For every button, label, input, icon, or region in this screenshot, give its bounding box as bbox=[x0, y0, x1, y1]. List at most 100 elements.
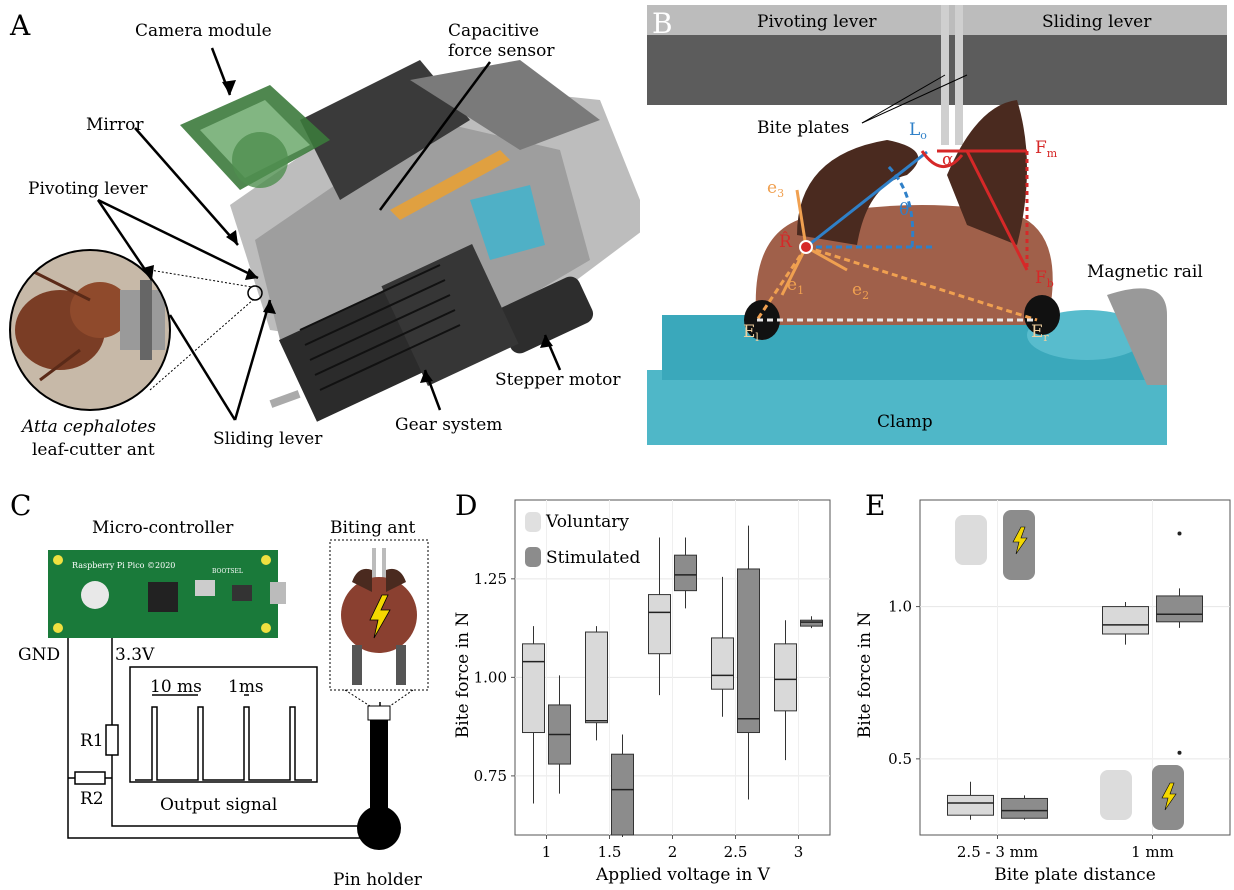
panel-e-letter: E bbox=[865, 489, 885, 522]
panel-a-letter: A bbox=[9, 9, 31, 42]
chart-d-ytick-label: 1.00 bbox=[474, 668, 507, 686]
label-force-sensor: force sensor bbox=[448, 41, 555, 61]
label-3v3: 3.3V bbox=[115, 645, 155, 665]
circuit-wires bbox=[67, 638, 381, 839]
label-alpha: α bbox=[942, 150, 954, 170]
label-species-common: leaf-cutter ant bbox=[32, 440, 155, 460]
bootsel-text: BOOTSEL bbox=[212, 568, 243, 575]
label-pin-holder: Pin holder bbox=[333, 870, 423, 890]
label-Fb: Fb bbox=[1035, 268, 1054, 290]
chart-d-box bbox=[800, 619, 823, 627]
label-e1: e1 bbox=[787, 275, 804, 297]
panel-a: A bbox=[9, 9, 640, 460]
label-species: Atta cephalotes bbox=[20, 417, 156, 437]
chart-d-box bbox=[737, 568, 760, 734]
chart-d-ytick-label: 0.75 bbox=[474, 767, 507, 785]
chart-d-ylabel: Bite force in N bbox=[453, 612, 473, 739]
panel-d-letter: D bbox=[455, 489, 477, 522]
mandible-right bbox=[947, 100, 1027, 245]
label-stepper-motor: Stepper motor bbox=[495, 370, 621, 390]
panel-b: B Pivoting lever Sliding lever Bite plat… bbox=[647, 5, 1227, 445]
label-b-pivoting: Pivoting lever bbox=[757, 12, 877, 32]
gear-system-shape bbox=[278, 244, 519, 422]
mandible-left bbox=[797, 140, 919, 245]
label-Fm: Fm bbox=[1035, 138, 1058, 160]
label-r2: R2 bbox=[80, 789, 104, 809]
chart-e: E 0.5 1.0 2.5 - 3 mm 1 mm Bite plate distan… bbox=[855, 489, 1231, 885]
label-sliding-lever: Sliding lever bbox=[213, 429, 323, 449]
label-micro-controller: Micro-controller bbox=[92, 518, 234, 538]
chart-d: D 0.75 1.00 1.25 1 1.5 2 2.5 3 Voluntary Stimul… bbox=[453, 489, 831, 885]
chart-e-ytick-label: 0.5 bbox=[888, 750, 912, 768]
label-r1: R1 bbox=[80, 731, 104, 751]
chart-d-xlabel: Applied voltage in V bbox=[595, 865, 771, 885]
bite-plate-right bbox=[955, 5, 963, 145]
chart-e-xlabel: Bite plate distance bbox=[994, 865, 1156, 885]
stepper-block bbox=[470, 185, 545, 260]
chart-e-box bbox=[1156, 595, 1203, 623]
chart-d-xtick-label: 2 bbox=[668, 843, 678, 861]
label-L: Lo bbox=[909, 120, 927, 142]
legend-stimulated: Stimulated bbox=[546, 548, 640, 568]
label-b-sliding: Sliding lever bbox=[1042, 12, 1152, 32]
chart-e-ant-icons bbox=[955, 510, 1184, 830]
label-mirror: Mirror bbox=[86, 115, 144, 135]
label-gnd: GND bbox=[18, 645, 60, 665]
label-camera-module: Camera module bbox=[135, 21, 272, 41]
biting-ant-illustration bbox=[329, 539, 429, 850]
label-Er: Er bbox=[1031, 322, 1049, 344]
chart-e-box bbox=[947, 794, 994, 816]
chart-e-outlier bbox=[1177, 750, 1182, 755]
chart-d-legend: Voluntary Stimulated bbox=[525, 512, 640, 568]
chart-d-box bbox=[522, 643, 545, 734]
chart-e-xtick-label: 1 mm bbox=[1131, 843, 1174, 861]
label-clamp: Clamp bbox=[877, 412, 933, 432]
label-b-bite-plates: Bite plates bbox=[757, 118, 849, 138]
chart-d-boxes bbox=[522, 525, 823, 837]
chart-e-outlier bbox=[1177, 531, 1182, 536]
panel-b-letter: B bbox=[652, 7, 673, 40]
chart-d-xtick-label: 1 bbox=[542, 843, 552, 861]
label-R: R̂ bbox=[779, 232, 793, 252]
chart-d-xtick-label: 1.5 bbox=[598, 843, 622, 861]
microcontroller-board: Raspberry Pi Pico ©2020 BOOTSEL bbox=[48, 550, 286, 638]
clamp-shape bbox=[647, 370, 1167, 445]
label-magnetic-rail: Magnetic rail bbox=[1087, 262, 1203, 282]
label-biting-ant: Biting ant bbox=[330, 518, 416, 538]
chart-e-box bbox=[1001, 797, 1048, 819]
device-illustration bbox=[180, 60, 640, 422]
chart-e-ticks: 0.5 1.0 2.5 - 3 mm 1 mm bbox=[888, 598, 1174, 861]
label-capacitive: Capacitive bbox=[448, 21, 539, 41]
label-10ms: 10 ms bbox=[150, 677, 202, 697]
panel-c: C Micro-controller Biting ant Raspberry … bbox=[10, 489, 429, 890]
chart-d-box bbox=[648, 594, 671, 655]
chart-d-box bbox=[585, 631, 608, 724]
chart-d-box bbox=[611, 753, 634, 836]
label-gear-system: Gear system bbox=[395, 415, 502, 435]
label-theta: θ bbox=[899, 200, 909, 220]
label-e2: e2 bbox=[852, 280, 869, 302]
chart-d-box bbox=[774, 643, 797, 712]
panel-a-arrows bbox=[96, 47, 562, 421]
chart-e-ytick-label: 1.0 bbox=[888, 598, 912, 616]
board-text: Raspberry Pi Pico ©2020 bbox=[72, 561, 175, 570]
chart-e-ylabel: Bite force in N bbox=[855, 612, 875, 739]
label-El: El bbox=[743, 322, 759, 344]
chart-e-xtick-label: 2.5 - 3 mm bbox=[957, 843, 1038, 861]
label-1ms: 1ms bbox=[228, 677, 264, 697]
ant-photo-inset bbox=[9, 249, 255, 411]
legend-voluntary: Voluntary bbox=[545, 512, 629, 532]
force-sensor-shape bbox=[390, 150, 510, 220]
chart-d-xtick-label: 2.5 bbox=[724, 843, 748, 861]
chart-d-box bbox=[711, 637, 734, 690]
chart-d-ticks: 0.75 1.00 1.25 1 1.5 2 2.5 3 bbox=[474, 570, 804, 861]
chart-d-box bbox=[674, 554, 697, 592]
label-e3: e3 bbox=[767, 178, 784, 200]
chart-e-boxes bbox=[947, 531, 1203, 820]
chart-d-ytick-label: 1.25 bbox=[474, 570, 507, 588]
label-pivoting-lever: Pivoting lever bbox=[28, 179, 148, 199]
chart-d-gridlines bbox=[515, 500, 830, 835]
magnetic-rail-shape bbox=[1107, 288, 1167, 385]
panel-c-letter: C bbox=[10, 489, 31, 522]
chart-d-xtick-label: 3 bbox=[794, 843, 804, 861]
